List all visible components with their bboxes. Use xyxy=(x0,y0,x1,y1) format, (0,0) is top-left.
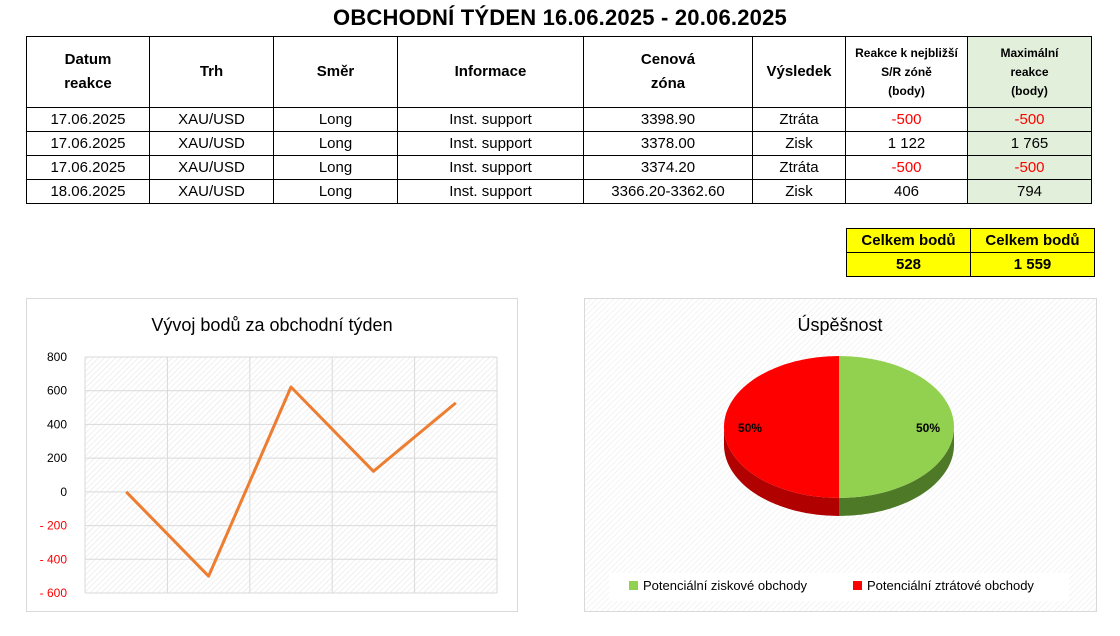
header-max: Maximální reakce (body) xyxy=(967,36,1092,108)
pie-slices xyxy=(724,356,954,516)
legend-swatch-negative xyxy=(853,581,862,590)
cell-reaction: 406 xyxy=(845,179,968,204)
cell-info: Inst. support xyxy=(397,131,584,156)
header-direction: Směr xyxy=(273,36,398,108)
legend-swatch-positive xyxy=(629,581,638,590)
cell-zone: 3366.20-3362.60 xyxy=(583,179,753,204)
cell-market: XAU/USD xyxy=(149,155,274,180)
cell-market: XAU/USD xyxy=(149,107,274,132)
line-chart-title: Vývoj bodů za obchodní týden xyxy=(151,315,392,335)
header-date: Datum reakce xyxy=(26,36,150,108)
cell-zone: 3374.20 xyxy=(583,155,753,180)
legend-label-negative: Potenciální ztrátové obchody xyxy=(867,578,1034,593)
pie-chart-panel: Úspěšnost 50% 50% Potenciální ziskové ob… xyxy=(584,298,1097,612)
header-reaction: Reakce k nejbližší S/R zóně (body) xyxy=(845,36,968,108)
cell-reaction: 1 122 xyxy=(845,131,968,156)
header-info: Informace xyxy=(397,36,584,108)
cell-market: XAU/USD xyxy=(149,179,274,204)
page-title: OBCHODNÍ TÝDEN 16.06.2025 - 20.06.2025 xyxy=(333,5,787,30)
y-tick-label: - 200 xyxy=(40,519,68,533)
line-chart: Vývoj bodů za obchodní týden 800 600 400 20… xyxy=(40,315,498,600)
y-tick-label: 800 xyxy=(47,350,67,364)
pie-legend: Potenciální ziskové obchody Potenciální … xyxy=(609,573,1069,601)
line-points xyxy=(126,386,456,577)
pie-label-positive: 50% xyxy=(916,421,940,435)
line-chart-y-axis: 800 600 400 200 0 - 200 - 400 - 600 xyxy=(40,350,68,600)
header-zone: Cenová zóna xyxy=(583,36,753,108)
cell-result: Zisk xyxy=(752,131,846,156)
cell-zone: 3398.90 xyxy=(583,107,753,132)
table-row: 17.06.2025 XAU/USD Long Inst. support 33… xyxy=(26,155,1092,180)
cell-date: 17.06.2025 xyxy=(26,155,150,180)
y-tick-label: - 400 xyxy=(40,552,68,566)
trades-table: Datum reakce Trh Směr Informace Cenová zón… xyxy=(26,36,1092,204)
cell-date: 17.06.2025 xyxy=(26,131,150,156)
cell-max: 794 xyxy=(967,179,1092,204)
cell-info: Inst. support xyxy=(397,107,584,132)
cell-direction: Long xyxy=(273,107,398,132)
cell-max: -500 xyxy=(967,155,1092,180)
totals-value-row: 528 1 559 xyxy=(846,252,1095,277)
header-result: Výsledek xyxy=(752,36,846,108)
line-chart-panel: Vývoj bodů za obchodní týden 800 600 400 20… xyxy=(26,298,518,612)
pie-label-negative: 50% xyxy=(738,421,762,435)
cell-max: -500 xyxy=(967,107,1092,132)
cell-market: XAU/USD xyxy=(149,131,274,156)
line-chart-grid xyxy=(84,356,498,594)
totals-label-row: Celkem bodů Celkem bodů xyxy=(846,228,1095,253)
pie-slice-positive xyxy=(839,356,954,498)
pie-chart-title: Úspěšnost xyxy=(797,314,882,335)
y-tick-label: 200 xyxy=(47,451,67,465)
cell-info: Inst. support xyxy=(397,155,584,180)
y-tick-label: - 600 xyxy=(40,586,68,600)
total-reaction-value: 528 xyxy=(846,252,971,277)
pie-slice-side xyxy=(839,427,954,516)
cell-result: Zisk xyxy=(752,179,846,204)
cell-reaction: -500 xyxy=(845,107,968,132)
totals-table: Celkem bodů Celkem bodů 528 1 559 xyxy=(846,228,1095,277)
cell-direction: Long xyxy=(273,155,398,180)
y-tick-label: 0 xyxy=(60,485,67,499)
header-row: Datum reakce Trh Směr Informace Cenová zón… xyxy=(26,36,1092,108)
cell-date: 18.06.2025 xyxy=(26,179,150,204)
pie-chart: Úspěšnost 50% 50% Potenciální ziskové ob… xyxy=(585,299,1096,611)
cell-max: 1 765 xyxy=(967,131,1092,156)
y-tick-label: 400 xyxy=(47,417,67,431)
cell-info: Inst. support xyxy=(397,179,584,204)
cell-reaction: -500 xyxy=(845,155,968,180)
cell-date: 17.06.2025 xyxy=(26,107,150,132)
cell-direction: Long xyxy=(273,131,398,156)
cell-direction: Long xyxy=(273,179,398,204)
total-max-value: 1 559 xyxy=(970,252,1095,277)
table-row: 17.06.2025 XAU/USD Long Inst. support 33… xyxy=(26,131,1092,156)
header-market: Trh xyxy=(149,36,274,108)
total-reaction-label: Celkem bodů xyxy=(846,228,971,253)
cell-result: Ztráta xyxy=(752,107,846,132)
pie-slice-side xyxy=(724,427,839,516)
pie-slice-negative xyxy=(724,356,839,498)
y-tick-label: 600 xyxy=(47,384,67,398)
total-max-label: Celkem bodů xyxy=(970,228,1095,253)
table-row: 18.06.2025 XAU/USD Long Inst. support 33… xyxy=(26,179,1092,204)
table-row: 17.06.2025 XAU/USD Long Inst. support 33… xyxy=(26,107,1092,132)
cell-result: Ztráta xyxy=(752,155,846,180)
cell-zone: 3378.00 xyxy=(583,131,753,156)
legend-label-positive: Potenciální ziskové obchody xyxy=(643,578,808,593)
